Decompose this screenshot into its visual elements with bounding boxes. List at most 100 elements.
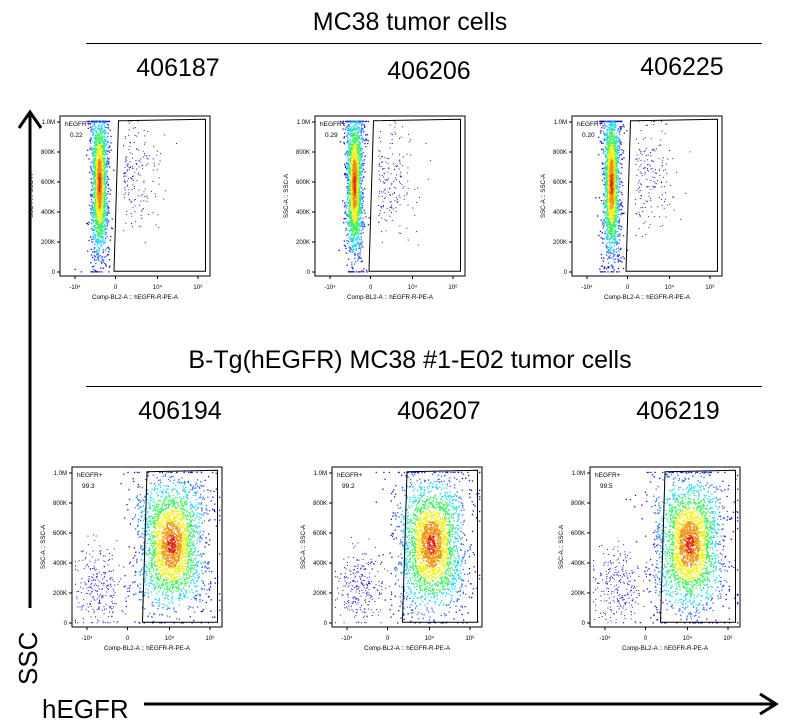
y-tick-label: 200K: [313, 591, 327, 597]
x-tick-label: 0: [644, 636, 648, 642]
x-axis-label: Comp-BL2-A :: hEGFR-R-PE-A: [622, 645, 709, 652]
x-tick-label: 10⁴: [165, 635, 175, 642]
x-axis-label: Comp-BL2-A :: hEGFR-R-PE-A: [347, 294, 434, 301]
x-tick-label: 10⁴: [683, 635, 693, 642]
y-axis-label: SSC-A :: SSC-A: [40, 524, 47, 569]
y-axis-title: SSC: [13, 631, 43, 685]
x-tick-label: 10⁶: [465, 635, 475, 642]
flow-plot-406187: 0 200K 400K 600K 800K 1.0M -10⁴ 0 10⁴ 10⁶ Comp-BL2…: [28, 115, 211, 301]
gate-label: hEGFR+: [65, 121, 91, 128]
y-axis-label: SSC-A :: SSC-A: [300, 524, 307, 569]
y-tick-label: 200K: [41, 240, 55, 246]
group-title-btg: B-Tg(hEGFR) MC38 #1-E02 tumor cells: [188, 346, 632, 374]
y-tick-label: 400K: [41, 210, 55, 216]
y-axis-label: SSC-A :: SSC-A: [558, 524, 565, 569]
plot-frame: [314, 115, 466, 277]
sample-id: 406225: [640, 53, 724, 81]
x-tick-label: 0: [386, 636, 390, 642]
x-axis-label: Comp-BL2-A :: hEGFR-R-PE-A: [604, 294, 691, 301]
y-tick-label: 1.0M: [42, 120, 55, 126]
y-tick-label: 800K: [313, 501, 327, 507]
event-cloud: [75, 471, 221, 624]
y-tick-label: 0: [564, 270, 568, 276]
plot-frame: [59, 115, 211, 277]
gate-polygon: [113, 118, 206, 272]
plot-frame: [331, 466, 483, 628]
sample-id: 406219: [636, 397, 720, 425]
sample-id: 406206: [387, 57, 471, 85]
gate-percent: 99.5: [600, 483, 613, 490]
y-tick-label: 200K: [53, 591, 67, 597]
x-axis-title: hEGFR: [42, 694, 129, 724]
flow-plot-406206: 0 200K 400K 600K 800K 1.0M -10⁴ 0 10⁴ 10⁶ Comp-BL2…: [283, 115, 466, 301]
x-tick-label: 0: [369, 285, 373, 291]
gate-polygon: [401, 469, 478, 623]
y-tick-label: 800K: [41, 150, 55, 156]
x-tick-label: 10⁴: [153, 284, 163, 291]
x-tick-label: -10⁴: [599, 635, 611, 642]
x-axis-label: Comp-BL2-A :: hEGFR-R-PE-A: [104, 645, 191, 652]
y-tick-label: 600K: [53, 531, 67, 537]
event-cloud: [338, 120, 432, 273]
y-tick-label: 0: [52, 270, 56, 276]
y-tick-label: 0: [324, 621, 328, 627]
flow-plot-406219: 0 200K 400K 600K 800K 1.0M -10⁴ 0 10⁴ 10⁶ Comp-BL2…: [558, 466, 741, 652]
y-tick-label: 400K: [313, 561, 327, 567]
gate-polygon: [368, 118, 461, 272]
gate-polygon: [625, 118, 718, 272]
gate-percent: 0.20: [582, 132, 595, 139]
plot-frame: [589, 466, 741, 628]
y-tick-label: 800K: [53, 501, 67, 507]
gate-label: hEGFR+: [577, 121, 603, 128]
y-tick-label: 1.0M: [554, 120, 567, 126]
gate-percent: 0.22: [70, 132, 83, 139]
y-tick-label: 400K: [296, 210, 310, 216]
y-tick-label: 0: [582, 621, 586, 627]
y-tick-label: 1.0M: [572, 471, 585, 477]
y-tick-label: 800K: [296, 150, 310, 156]
x-tick-label: -10⁴: [69, 284, 81, 291]
y-tick-label: 600K: [41, 180, 55, 186]
gate-label: hEGFR+: [320, 121, 346, 128]
y-tick-label: 1.0M: [297, 120, 310, 126]
x-tick-label: 0: [114, 285, 118, 291]
group-rule: [86, 386, 762, 387]
event-cloud: [593, 471, 739, 624]
event-cloud: [74, 120, 177, 273]
group-title-mc38: MC38 tumor cells: [312, 8, 508, 36]
x-tick-label: -10⁴: [581, 284, 593, 291]
y-tick-label: 1.0M: [54, 471, 67, 477]
y-tick-label: 400K: [553, 210, 567, 216]
x-axis-label: Comp-BL2-A :: hEGFR-R-PE-A: [364, 645, 451, 652]
sample-id: 406187: [136, 54, 220, 82]
gate-polygon: [141, 469, 218, 623]
y-tick-label: 600K: [296, 180, 310, 186]
x-tick-label: 10⁴: [665, 284, 675, 291]
event-cloud: [335, 471, 481, 624]
x-tick-label: -10⁴: [81, 635, 93, 642]
group-rule: [86, 43, 762, 44]
sample-id: 406194: [138, 397, 222, 425]
flow-plot-406225: 0 200K 400K 600K 800K 1.0M -10⁴ 0 10⁴ 10⁶ Comp-BL2…: [540, 115, 723, 301]
event-cloud: [595, 120, 691, 273]
y-tick-label: 200K: [553, 240, 567, 246]
y-tick-label: 400K: [571, 561, 585, 567]
x-tick-label: 10⁶: [193, 284, 203, 291]
flow-plot-406194: 0 200K 400K 600K 800K 1.0M -10⁴ 0 10⁴ 10⁶ Comp-BL2…: [40, 466, 223, 652]
y-tick-label: 200K: [296, 240, 310, 246]
y-tick-label: 600K: [313, 531, 327, 537]
y-axis-label: SSC-A :: SSC-A: [283, 173, 290, 218]
y-tick-label: 200K: [571, 591, 585, 597]
gate-percent: 99.2: [342, 483, 355, 490]
y-axis-arrow: [17, 109, 43, 608]
x-tick-label: 10⁶: [205, 635, 215, 642]
y-tick-label: 1.0M: [314, 471, 327, 477]
y-tick-label: 800K: [553, 150, 567, 156]
y-tick-label: 0: [64, 621, 68, 627]
x-tick-label: 10⁶: [705, 284, 715, 291]
x-tick-label: 10⁶: [723, 635, 733, 642]
y-tick-label: 800K: [571, 501, 585, 507]
x-tick-label: 0: [626, 285, 630, 291]
gate-percent: 0.29: [325, 132, 338, 139]
gate-polygon: [659, 469, 736, 623]
